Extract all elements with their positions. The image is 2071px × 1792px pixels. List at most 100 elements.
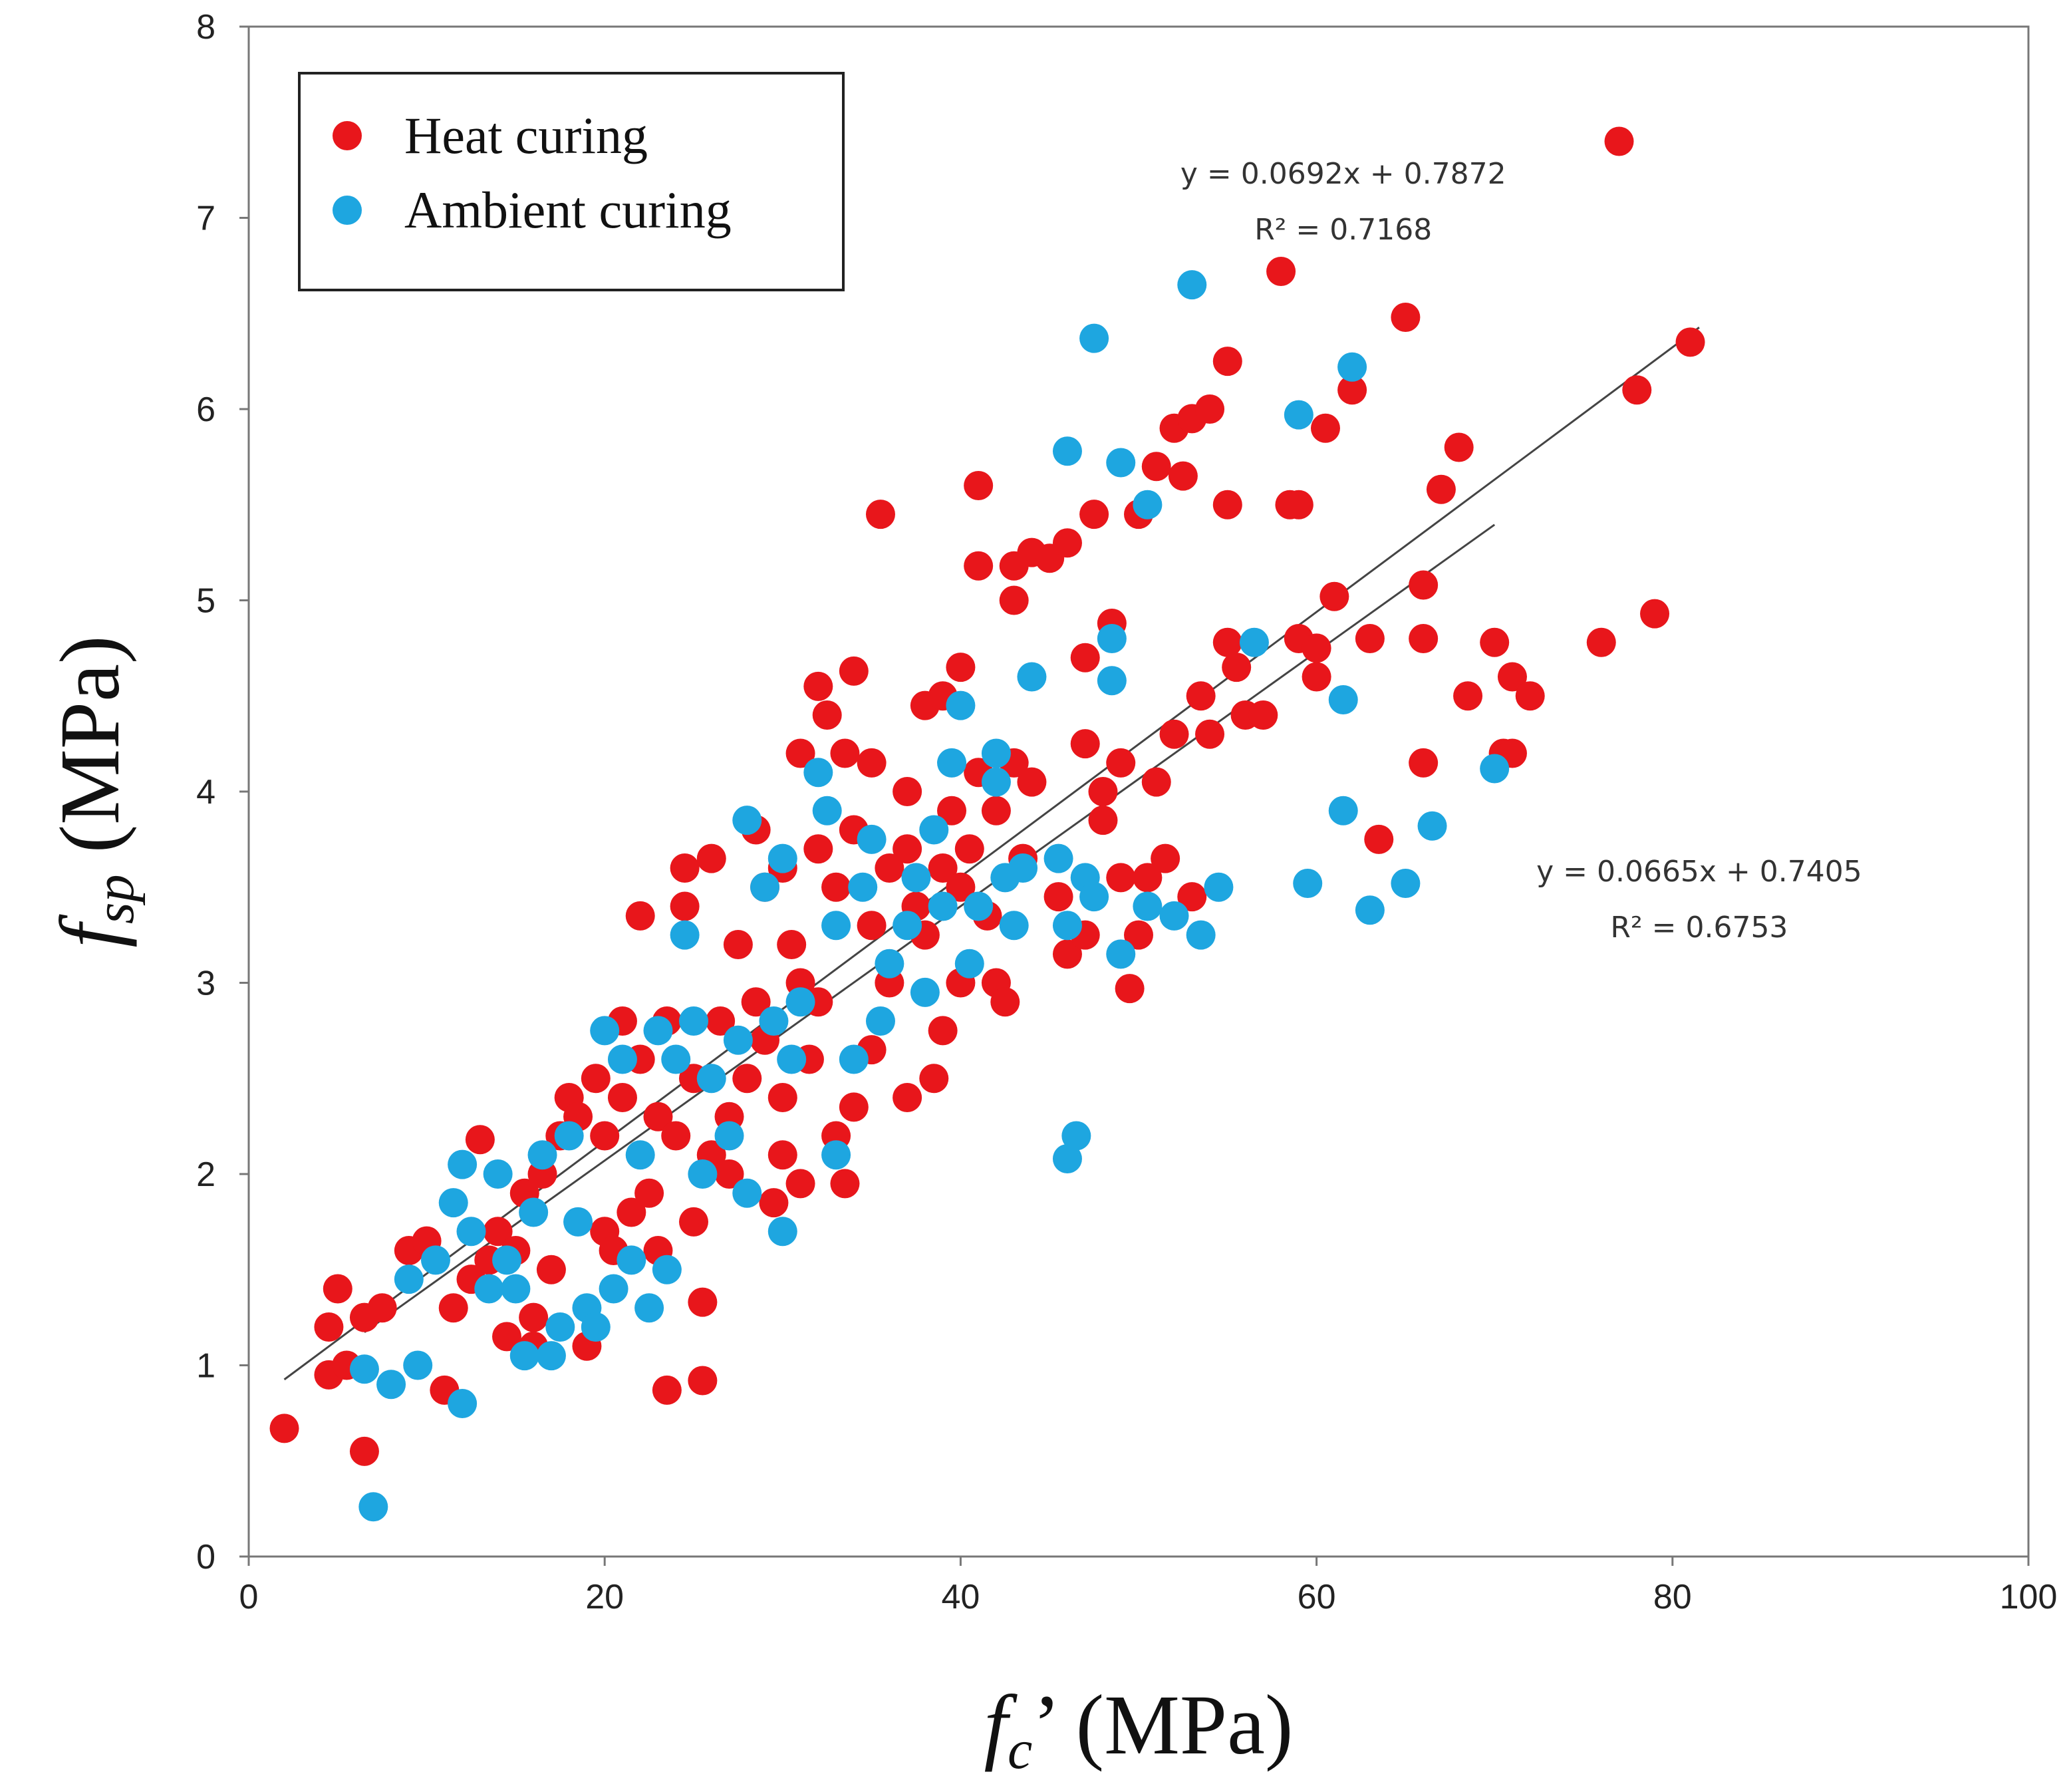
heat-curing-point xyxy=(803,834,833,864)
data-points xyxy=(269,126,1705,1522)
heat-curing-point xyxy=(1141,452,1171,482)
heat-curing-point xyxy=(1052,528,1082,558)
ambient-curing-point xyxy=(1480,754,1510,784)
heat-curing-point xyxy=(1133,863,1163,893)
y-tick-label: 2 xyxy=(196,1155,215,1194)
y-tick-label: 4 xyxy=(196,773,215,812)
heat-curing-point xyxy=(1151,843,1180,873)
ambient-curing-point xyxy=(376,1370,406,1400)
ambient-curing-point xyxy=(1284,400,1313,430)
ambient-curing-point xyxy=(981,738,1011,768)
ambient-curing-point xyxy=(590,1016,620,1046)
heat-curing-point xyxy=(670,891,700,921)
ambient-curing-point xyxy=(1328,796,1358,825)
r2-heat: R² = 0.7168 xyxy=(1254,213,1432,247)
x-tick-label: 0 xyxy=(239,1578,259,1616)
y-tick-label: 6 xyxy=(196,390,215,429)
ambient-curing-point xyxy=(349,1354,379,1384)
heat-curing-point xyxy=(1195,719,1225,749)
heat-curing-point xyxy=(865,500,895,529)
ambient-curing-point xyxy=(625,1140,655,1170)
heat-curing-point xyxy=(1070,643,1100,672)
ambient-curing-point xyxy=(812,796,842,825)
heat-curing-point xyxy=(839,1092,869,1122)
heat-curing-point xyxy=(625,901,655,931)
legend-label-ambient: Ambient curing xyxy=(404,181,732,239)
ambient-curing-point xyxy=(483,1159,513,1189)
ambient-curing-point xyxy=(821,911,851,941)
heat-curing-point xyxy=(937,796,967,825)
heat-curing-point xyxy=(323,1274,352,1304)
heat-curing-point xyxy=(1266,257,1296,286)
heat-curing-point xyxy=(1355,624,1385,653)
heat-curing-point xyxy=(759,1188,789,1218)
heat-curing-point xyxy=(1302,662,1331,692)
ambient-curing-point xyxy=(501,1274,531,1304)
heat-curing-point xyxy=(688,1366,718,1396)
ambient-curing-point xyxy=(848,872,878,902)
ambient-curing-point xyxy=(607,1044,637,1074)
ambient-curing-point xyxy=(545,1312,575,1342)
heat-curing-point xyxy=(483,1217,513,1247)
equation-ambient: y = 0.0665x + 0.7405 xyxy=(1536,855,1862,889)
ambient-curing-point xyxy=(723,1025,753,1055)
ambient-curing-point xyxy=(1239,627,1269,657)
heat-curing-point xyxy=(1409,570,1439,600)
heat-curing-point xyxy=(928,853,958,883)
heat-curing-point xyxy=(1212,347,1242,376)
ambient-curing-point xyxy=(714,1121,744,1151)
ambient-curing-point xyxy=(1133,490,1163,520)
heat-curing-point xyxy=(1070,729,1100,759)
heat-curing-point xyxy=(981,796,1011,825)
heat-curing-point xyxy=(893,1083,922,1112)
heat-curing-point xyxy=(1079,500,1109,529)
ambient-curing-point xyxy=(1177,270,1207,300)
heat-curing-point xyxy=(1675,327,1705,357)
ambient-curing-point xyxy=(1293,869,1323,898)
heat-curing-point xyxy=(928,1016,958,1046)
ambient-curing-point xyxy=(1186,920,1216,950)
heat-curing-point xyxy=(679,1207,708,1237)
heat-curing-point xyxy=(1364,824,1394,854)
ambient-curing-point xyxy=(599,1274,628,1304)
heat-curing-point xyxy=(1586,627,1616,657)
ambient-curing-point xyxy=(1079,323,1109,353)
x-axis-title: fc’ (MPa) xyxy=(984,1678,1293,1781)
heat-curing-point xyxy=(1515,681,1545,711)
heat-curing-point xyxy=(519,1302,549,1332)
x-tick-label: 60 xyxy=(1298,1578,1336,1616)
x-tick-label: 40 xyxy=(941,1578,980,1616)
legend-label-heat: Heat curing xyxy=(404,106,648,164)
ambient-curing-point xyxy=(581,1312,611,1342)
equation-heat: y = 0.0692x + 0.7872 xyxy=(1180,157,1506,191)
legend-box xyxy=(298,72,845,291)
ambient-curing-point xyxy=(1106,939,1136,969)
heat-curing-point xyxy=(617,1197,646,1227)
ambient-curing-point xyxy=(767,1217,797,1247)
trendline-annotations: y = 0.0692x + 0.7872 R² = 0.7168 y = 0.0… xyxy=(1180,157,1862,945)
ambient-curing-point xyxy=(661,1044,691,1074)
heat-curing-point xyxy=(661,1121,691,1151)
heat-curing-point xyxy=(1604,126,1634,156)
heat-curing-point xyxy=(1052,939,1082,969)
heat-curing-point xyxy=(767,1140,797,1170)
heat-curing-point xyxy=(670,853,700,883)
ambient-curing-point xyxy=(1097,666,1127,696)
ambient-curing-point xyxy=(652,1255,682,1284)
heat-curing-point xyxy=(1453,681,1483,711)
ambient-curing-point xyxy=(643,1016,673,1046)
ambient-curing-point xyxy=(448,1389,478,1418)
heat-curing-point xyxy=(643,1102,673,1131)
heat-curing-point xyxy=(1017,767,1047,797)
legend: Heat curing Ambient curing xyxy=(298,72,845,291)
ambient-curing-point xyxy=(1355,895,1385,925)
heat-curing-point xyxy=(314,1312,344,1342)
ambient-curing-point xyxy=(617,1245,646,1275)
ambient-curing-point xyxy=(688,1159,718,1189)
heat-curing-point xyxy=(1043,882,1073,912)
heat-curing-point xyxy=(1106,748,1136,778)
heat-curing-point xyxy=(777,930,807,959)
heat-curing-point xyxy=(830,1169,860,1199)
ambient-curing-point xyxy=(803,758,833,788)
